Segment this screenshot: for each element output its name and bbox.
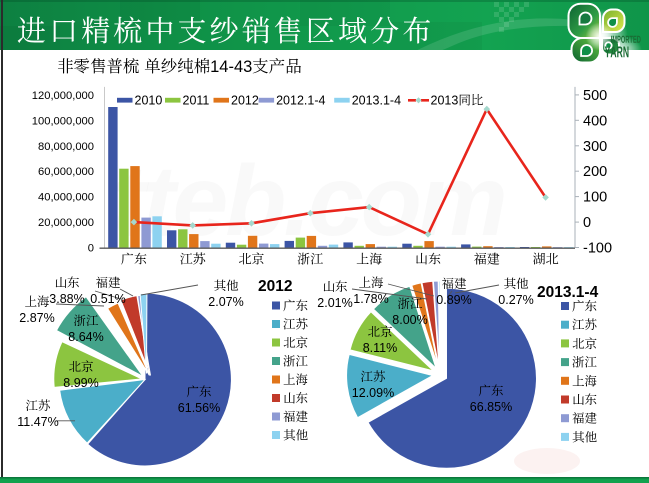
svg-text:66.85%: 66.85% <box>470 400 512 414</box>
svg-text:8.11%: 8.11% <box>363 341 398 355</box>
svg-text:0: 0 <box>88 243 94 255</box>
svg-text:山东: 山东 <box>283 389 308 407</box>
svg-text:2.01%: 2.01% <box>317 296 352 310</box>
svg-text:2.07%: 2.07% <box>208 295 243 309</box>
svg-text:61.56%: 61.56% <box>178 401 220 415</box>
svg-text:300: 300 <box>583 139 607 155</box>
svg-text:8.99%: 8.99% <box>63 376 98 390</box>
svg-text:上海: 上海 <box>358 273 384 291</box>
svg-text:8.00%: 8.00% <box>392 313 427 327</box>
svg-text:其他: 其他 <box>572 427 598 445</box>
svg-text:2013.1-4: 2013.1-4 <box>537 284 599 301</box>
svg-text:江苏: 江苏 <box>180 249 206 268</box>
svg-text:其他: 其他 <box>503 274 529 292</box>
svg-text:2012: 2012 <box>231 94 259 108</box>
svg-text:江苏: 江苏 <box>283 315 309 333</box>
svg-text:江苏: 江苏 <box>25 396 51 414</box>
svg-text:山东: 山东 <box>322 277 347 295</box>
svg-text:2012.1-4: 2012.1-4 <box>276 94 325 108</box>
svg-text:上海: 上海 <box>356 249 383 268</box>
svg-text:山东: 山东 <box>572 390 597 408</box>
svg-text:浙江: 浙江 <box>73 311 99 329</box>
svg-text:2011: 2011 <box>183 94 210 108</box>
svg-text:北京: 北京 <box>238 249 264 268</box>
svg-text:0.51%: 0.51% <box>90 292 125 306</box>
svg-text:广东: 广东 <box>572 297 597 315</box>
svg-text:江苏: 江苏 <box>360 367 386 385</box>
svg-text:上海: 上海 <box>24 292 50 310</box>
svg-text:40,000,000: 40,000,000 <box>38 192 94 204</box>
svg-text:2010: 2010 <box>135 94 163 108</box>
svg-text:2013.1-4: 2013.1-4 <box>352 94 401 108</box>
svg-text:北京: 北京 <box>68 357 94 375</box>
svg-text:1.78%: 1.78% <box>353 292 388 306</box>
svg-text:浙江: 浙江 <box>397 294 423 312</box>
svg-text:20,000,000: 20,000,000 <box>38 217 94 229</box>
svg-text:浙江: 浙江 <box>297 249 323 268</box>
svg-text:其他: 其他 <box>213 276 239 294</box>
svg-text:福建: 福建 <box>572 409 598 427</box>
svg-text:福建: 福建 <box>95 273 121 291</box>
svg-text:2013同比: 2013同比 <box>431 91 484 109</box>
svg-text:广东: 广东 <box>186 382 211 400</box>
svg-text:山东: 山东 <box>415 249 441 268</box>
svg-text:福建: 福建 <box>441 274 467 292</box>
svg-text:400: 400 <box>583 113 607 129</box>
svg-text:100,000,000: 100,000,000 <box>32 115 94 127</box>
svg-text:浙江: 浙江 <box>283 352 309 370</box>
svg-text:其他: 其他 <box>283 426 309 444</box>
svg-text:0: 0 <box>583 215 591 231</box>
svg-text:-100: -100 <box>583 241 612 257</box>
svg-text:江苏: 江苏 <box>572 315 598 333</box>
svg-text:福建: 福建 <box>283 407 309 425</box>
svg-text:200: 200 <box>583 164 607 180</box>
svg-text:山东: 山东 <box>54 273 79 291</box>
svg-text:广东: 广东 <box>478 381 503 399</box>
svg-text:3.88%: 3.88% <box>49 292 84 306</box>
svg-text:湖北: 湖北 <box>533 249 559 268</box>
svg-text:2012: 2012 <box>258 278 292 295</box>
svg-text:0.27%: 0.27% <box>498 293 533 307</box>
svg-text:120,000,000: 120,000,000 <box>32 90 94 102</box>
svg-text:100: 100 <box>583 190 607 206</box>
svg-text:2.87%: 2.87% <box>19 311 54 325</box>
svg-text:广东: 广东 <box>283 296 308 314</box>
svg-text:80,000,000: 80,000,000 <box>38 141 94 153</box>
svg-text:浙江: 浙江 <box>572 353 598 371</box>
svg-text:北京: 北京 <box>572 334 598 352</box>
svg-text:8.64%: 8.64% <box>68 330 103 344</box>
svg-text:广东: 广东 <box>121 249 147 268</box>
svg-text:500: 500 <box>583 88 607 104</box>
svg-text:上海: 上海 <box>572 371 598 389</box>
svg-text:0.89%: 0.89% <box>436 293 471 307</box>
svg-text:上海: 上海 <box>283 370 309 388</box>
svg-text:12.09%: 12.09% <box>352 386 394 400</box>
svg-text:福建: 福建 <box>474 249 500 268</box>
svg-text:北京: 北京 <box>367 322 393 340</box>
svg-text:60,000,000: 60,000,000 <box>38 166 94 178</box>
svg-text:11.47%: 11.47% <box>17 415 58 429</box>
svg-text:北京: 北京 <box>283 333 309 351</box>
